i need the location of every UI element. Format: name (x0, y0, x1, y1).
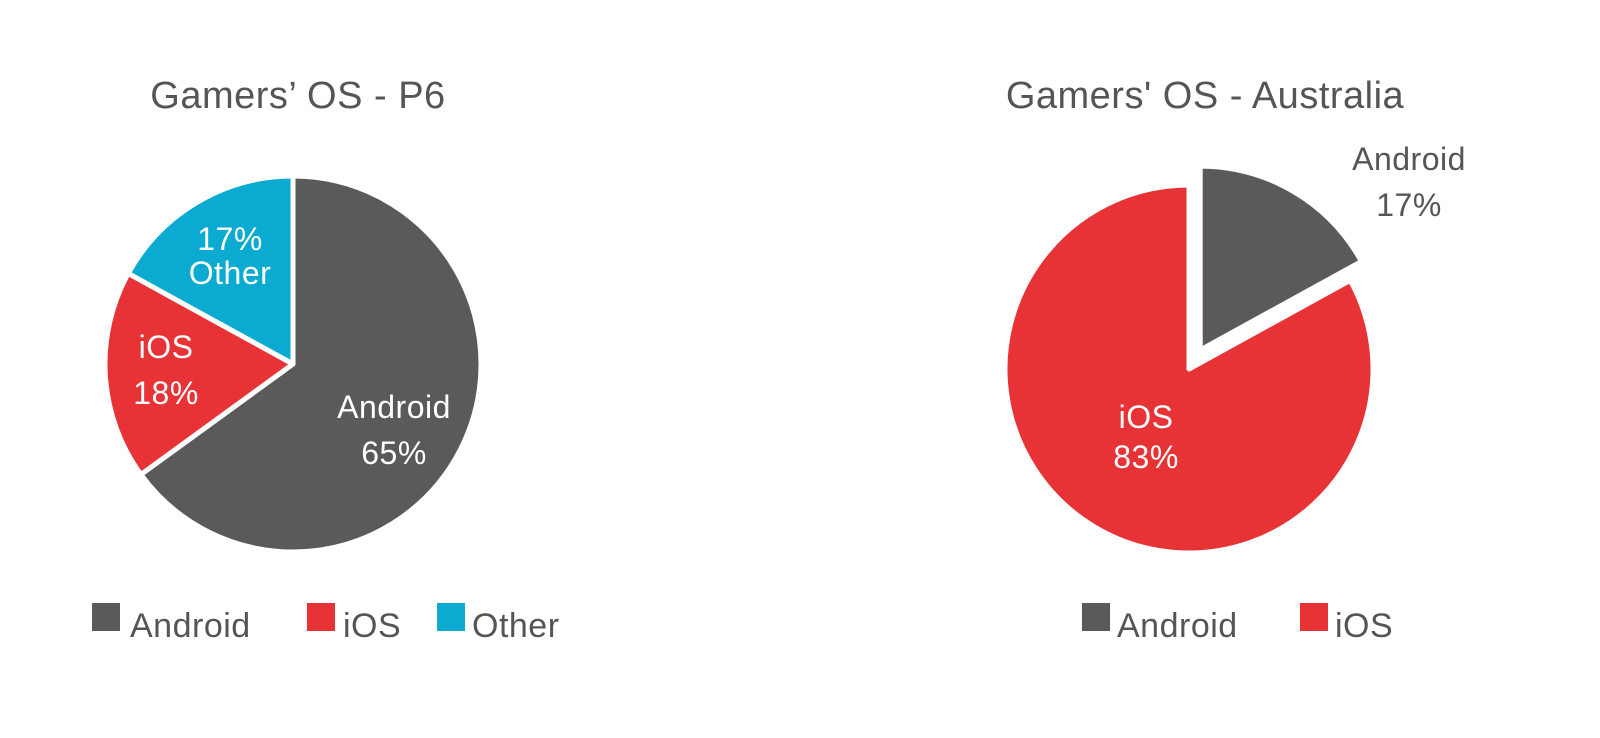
legend-swatch-ios (1300, 603, 1328, 631)
pie-slice-android (1197, 163, 1364, 353)
slice-label-other: 17% Other (189, 221, 272, 291)
legend-swatch-android (92, 603, 120, 631)
pie-slice-ios (1002, 182, 1376, 556)
pie-chart-1: Gamers’ OS - P6 Android 65% iOS 18% 17% Other A… (92, 75, 560, 645)
pie-slice-other (125, 173, 296, 367)
legend-label-android: Android (1117, 607, 1238, 645)
slice-label-ios: iOS 18% (133, 329, 199, 411)
legend-swatch-other (437, 603, 465, 631)
slice-label-android: Android 17% (1352, 141, 1466, 223)
legend-label-other: Other (472, 607, 560, 645)
pie-chart-2: Gamers' OS - Australia Android 17% iOS 83% An… (1002, 75, 1466, 645)
legend-swatch-android (1082, 603, 1110, 631)
slice-label-android: Android 65% (337, 389, 451, 471)
slice-label-ios: iOS 83% (1113, 399, 1179, 475)
legend-label-ios: iOS (343, 607, 401, 645)
legend-swatch-ios (307, 603, 335, 631)
pie-slice-ios (102, 270, 296, 478)
legend-label-ios: iOS (1335, 607, 1393, 645)
chart-title: Gamers’ OS - P6 (150, 75, 445, 117)
legend-label-android: Android (130, 607, 251, 645)
chart-title: Gamers' OS - Australia (1006, 75, 1405, 117)
pie-slice-android (138, 173, 484, 555)
